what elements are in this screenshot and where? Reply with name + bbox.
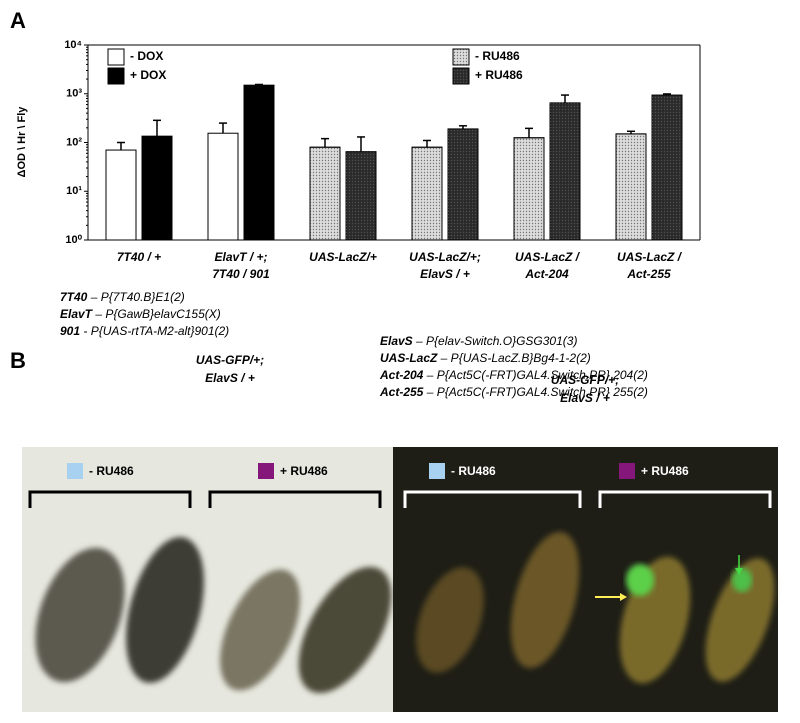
group-label: - RU486 [89, 464, 134, 478]
group-swatch [619, 463, 635, 479]
note-name: ElavT [60, 307, 94, 321]
bar-texture [615, 133, 647, 241]
y-tick-label: 10¹ [66, 185, 82, 197]
group-swatch [258, 463, 274, 479]
note-text: – P{UAS-LacZ.B}Bg4-1-2(2) [437, 351, 590, 365]
x-tick-label: UAS-LacZ / Act-204 [515, 250, 581, 281]
x-tick-label: UAS-LacZ/+ [309, 250, 377, 264]
bar-texture [513, 137, 545, 241]
note-text: – P{GawB}elavC155(X) [92, 307, 221, 321]
photo-title: UAS-GFP/+; ElavS / + [196, 353, 264, 385]
panel-label: A [10, 8, 26, 33]
note-text: - P{UAS-rtTA-M2-alt}901(2) [80, 324, 229, 338]
x-tick-label: 7T40 / + [117, 250, 161, 264]
x-tick-label: UAS-LacZ/+; ElavS / + [409, 250, 481, 281]
note-name: ElavS [380, 334, 413, 348]
x-tick-label: ElavT / +; 7T40 / 901 [212, 250, 270, 281]
y-tick-label: 10³ [66, 88, 82, 100]
group-label: - RU486 [451, 464, 496, 478]
note-text: – P{elav-Switch.O}GSG301(3) [413, 334, 578, 348]
bar-texture [652, 95, 682, 240]
bar [141, 135, 173, 241]
panel-label: B [10, 348, 26, 373]
group-swatch [67, 463, 83, 479]
bar [105, 149, 137, 241]
genotype-note: 7T40 – P{7T40.B}E1(2) [60, 290, 185, 304]
x-tick-label: UAS-LacZ / Act-255 [617, 250, 683, 281]
genotype-note: UAS-LacZ – P{UAS-LacZ.B}Bg4-1-2(2) [380, 351, 591, 365]
group-swatch [429, 463, 445, 479]
note-text: – P{Act5C(-FRT)GAL4.Switch.PR} 255(2) [423, 385, 648, 399]
group-bracket [208, 490, 382, 508]
note-name: 7T40 [60, 290, 88, 304]
genotype-note: Act-255 – P{Act5C(-FRT)GAL4.Switch.PR} 2… [379, 385, 648, 399]
y-tick-label: 10² [66, 136, 82, 148]
legend-swatch [107, 67, 125, 85]
photo-right [393, 447, 778, 712]
genotype-note: Act-204 – P{Act5C(-FRT)GAL4.Switch.PR} 2… [379, 368, 648, 382]
note-name: Act-255 [379, 385, 424, 399]
bar-texture [411, 146, 443, 241]
y-tick-label: 10⁰ [65, 234, 82, 246]
legend-label: + DOX [130, 68, 166, 82]
group-bracket [403, 490, 582, 508]
bar-texture [346, 151, 376, 240]
genotype-note: ElavS – P{elav-Switch.O}GSG301(3) [380, 334, 577, 348]
note-name: Act-204 [379, 368, 424, 382]
legend-swatch [107, 48, 125, 66]
group-label: + RU486 [280, 464, 328, 478]
note-name: UAS-LacZ [380, 351, 438, 365]
legend-label: - RU486 [475, 49, 520, 63]
bar-texture [550, 102, 580, 240]
genotype-note: ElavT – P{GawB}elavC155(X) [60, 307, 221, 321]
group-bracket [598, 490, 772, 508]
bar [207, 132, 239, 241]
y-tick-label: 10⁴ [64, 39, 82, 51]
bar [243, 84, 275, 241]
legend-texture [452, 67, 470, 85]
note-text: – P{Act5C(-FRT)GAL4.Switch.PR} 204(2) [423, 368, 648, 382]
bar-texture [309, 146, 341, 241]
bar-texture [448, 128, 478, 240]
photo-left [22, 447, 393, 712]
genotype-note: 901 - P{UAS-rtTA-M2-alt}901(2) [60, 324, 229, 338]
note-text: – P{7T40.B}E1(2) [87, 290, 184, 304]
group-bracket [28, 490, 192, 508]
note-name: 901 [60, 324, 80, 338]
legend-texture [452, 48, 470, 66]
legend-label: + RU486 [475, 68, 523, 82]
y-axis-label: ΔOD \ Hr \ Fly [16, 106, 28, 178]
legend-label: - DOX [130, 49, 163, 63]
group-label: + RU486 [641, 464, 689, 478]
photo-title: UAS-GFP/+; ElavS / + [551, 373, 619, 405]
